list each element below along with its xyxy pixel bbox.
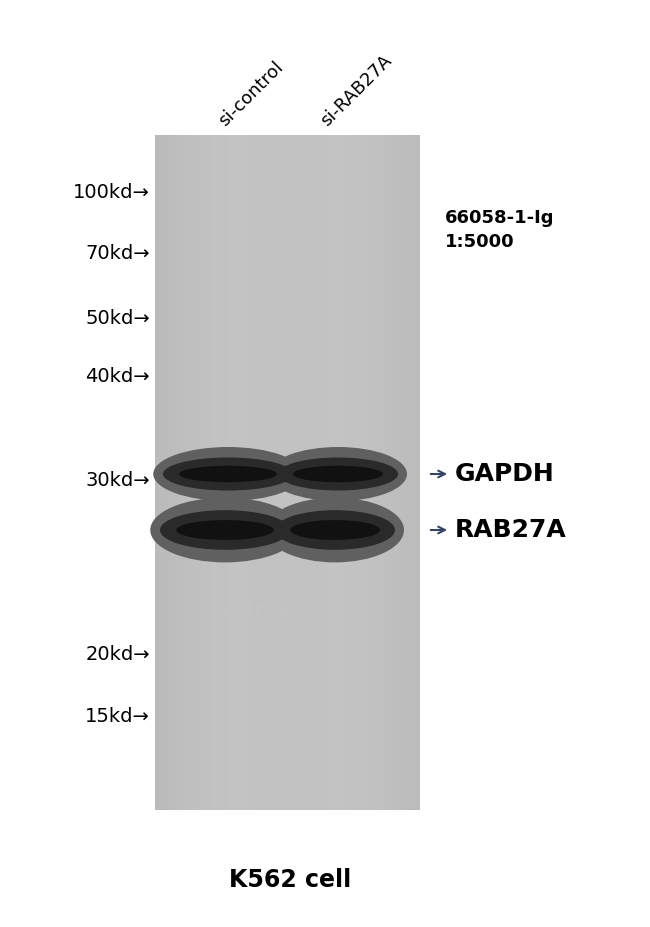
Ellipse shape [266, 498, 404, 563]
Ellipse shape [153, 447, 303, 501]
Text: K562 cell: K562 cell [229, 868, 351, 892]
Ellipse shape [160, 510, 290, 550]
Text: 40kd→: 40kd→ [85, 366, 150, 386]
Text: 70kd→: 70kd→ [85, 244, 150, 262]
Ellipse shape [269, 447, 407, 501]
Text: RAB27A: RAB27A [455, 518, 567, 542]
Ellipse shape [179, 465, 277, 482]
Ellipse shape [176, 520, 274, 540]
Text: si-RAB27A: si-RAB27A [317, 52, 396, 130]
Ellipse shape [275, 510, 395, 550]
Text: 30kd→: 30kd→ [85, 471, 150, 489]
Ellipse shape [150, 498, 300, 563]
Text: si-control: si-control [215, 58, 287, 130]
Ellipse shape [290, 520, 380, 540]
Text: 50kd→: 50kd→ [85, 309, 150, 327]
Text: 100kd→: 100kd→ [73, 183, 150, 201]
Ellipse shape [163, 458, 293, 490]
Text: GAPDH: GAPDH [455, 462, 554, 486]
Text: 66058-1-Ig
1:5000: 66058-1-Ig 1:5000 [445, 210, 554, 251]
Text: 20kd→: 20kd→ [85, 645, 150, 665]
Text: 15kd→: 15kd→ [85, 707, 150, 727]
Ellipse shape [278, 458, 398, 490]
Text: www.PTGB.com: www.PTGB.com [221, 603, 319, 616]
Ellipse shape [293, 465, 383, 482]
